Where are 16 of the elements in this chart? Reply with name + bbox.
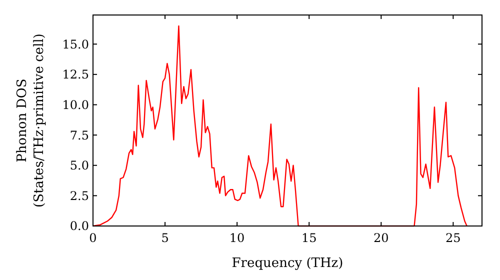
x-tick-label: 15: [301, 231, 317, 245]
y-tick-label: 5.0: [70, 158, 89, 173]
x-tick-label: 0: [89, 231, 97, 245]
y-tick-label: 7.5: [70, 128, 89, 142]
y-tick-label: 0.0: [70, 219, 89, 234]
x-tick-label: 25: [446, 231, 461, 245]
y-tick-label: 2.5: [70, 188, 89, 203]
x-axis-title: Frequency (THz): [232, 256, 344, 271]
x-tick-label: 10: [229, 231, 245, 245]
y-tick-label: 15.0: [62, 37, 89, 52]
x-tick-label: 20: [374, 231, 389, 245]
y-tick-label: 10.0: [62, 98, 89, 112]
x-tick-label: 5: [161, 231, 169, 245]
y-axis-title: Phonon DOS (States/THz·primitive cell): [15, 33, 47, 208]
y-tick-label: 12.5: [62, 68, 89, 82]
line-series: [92, 25, 468, 227]
